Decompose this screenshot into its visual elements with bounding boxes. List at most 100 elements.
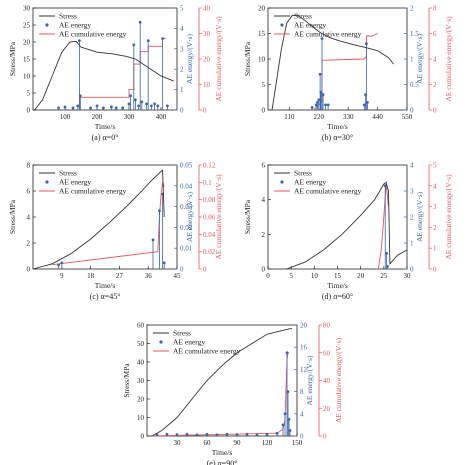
y3-tick-label: 0.02 bbox=[203, 248, 216, 256]
ae-energy-point bbox=[283, 412, 287, 416]
y3-tick-label: 0.1 bbox=[203, 179, 212, 187]
y3-tick-label: 0.06 bbox=[203, 214, 216, 222]
ae-energy-point bbox=[310, 106, 314, 109]
y2-tick-label: 0 bbox=[300, 433, 304, 441]
y-tick-label: 2 bbox=[262, 231, 266, 239]
y2-tick-label: 0.5 bbox=[410, 81, 419, 89]
y2-tick-label: 12 bbox=[300, 366, 308, 374]
ae-energy-point bbox=[158, 209, 161, 213]
y2-tick-label: 4 bbox=[180, 25, 184, 33]
y2-tick-label: 20 bbox=[300, 322, 308, 330]
ae-energy-point bbox=[78, 39, 81, 43]
ae-energy-point bbox=[134, 98, 137, 102]
ae-energy-point bbox=[76, 104, 80, 108]
y-axis-label: Stress/MPa bbox=[8, 199, 17, 234]
y3-tick-label: 0.04 bbox=[203, 231, 216, 239]
chart-panel-4: 30 60 90 120 1500102030405060048121620020406… bbox=[122, 322, 343, 465]
ae-energy-point bbox=[60, 261, 64, 265]
y2-tick-label: 0.03 bbox=[180, 203, 193, 211]
x-tick-label: 20 bbox=[357, 272, 365, 280]
y2-tick-label: 2 bbox=[410, 214, 414, 222]
y3-axis-label: AE cumulative energy/(V·s) bbox=[444, 16, 453, 102]
legend-swatch-ae bbox=[159, 340, 163, 344]
y-axis-label: Stress/MPa bbox=[8, 41, 17, 76]
x-tick-label: 18 bbox=[87, 272, 95, 280]
y2-tick-label: 8 bbox=[300, 388, 304, 396]
y3-tick-label: 40 bbox=[323, 377, 331, 385]
ae-energy-point bbox=[366, 100, 369, 104]
series-ae-cumulative bbox=[377, 183, 389, 270]
y-tick-label: 0 bbox=[262, 266, 266, 274]
legend-label-cumulative: AE cumulative energy bbox=[59, 187, 127, 196]
x-tick-label: 60 bbox=[204, 439, 212, 447]
x-tick-label: 9 bbox=[60, 272, 64, 280]
y3-tick-label: 5 bbox=[433, 162, 437, 170]
y3-tick-label: 0.12 bbox=[203, 162, 216, 170]
y-tick-label: 5 bbox=[27, 90, 31, 98]
y3-tick-label: 3 bbox=[433, 203, 437, 211]
ae-energy-point bbox=[166, 104, 169, 108]
ae-energy-point bbox=[63, 105, 67, 109]
x-tick-label: 300 bbox=[124, 113, 135, 121]
x-tick-label: 100 bbox=[60, 113, 71, 121]
ae-energy-point bbox=[275, 431, 279, 435]
ae-energy-point bbox=[155, 433, 159, 437]
y-tick-label: 8 bbox=[27, 162, 31, 170]
y2-tick-label: 0 bbox=[180, 266, 184, 274]
legend-label-stress: Stress bbox=[173, 329, 191, 338]
series-ae-cumulative bbox=[151, 352, 289, 437]
series-stress bbox=[286, 181, 408, 270]
y3-tick-label: 30 bbox=[203, 30, 211, 38]
y3-axis-label: AE cumulative energy/(V·s) bbox=[444, 174, 453, 260]
ae-energy-point bbox=[132, 43, 136, 47]
ae-energy-point bbox=[121, 106, 124, 110]
y2-tick-label: 0 bbox=[410, 107, 414, 115]
y2-tick-label: 2 bbox=[180, 66, 184, 74]
y-axis-label: Stress/MPa bbox=[243, 41, 252, 76]
y-tick-label: 30 bbox=[23, 5, 31, 13]
panel-caption: (b) α=30° bbox=[322, 133, 353, 142]
y3-tick-label: 0 bbox=[433, 266, 437, 274]
y-tick-label: 0 bbox=[27, 107, 31, 115]
chart-panel-3: 0 5 10 15 20 25 30024601234012345Time/sStress/… bbox=[243, 162, 453, 302]
legend-swatch-ae bbox=[280, 23, 284, 27]
ae-energy-point bbox=[265, 432, 269, 436]
y-tick-label: 2 bbox=[27, 240, 31, 248]
ae-energy-point bbox=[225, 432, 229, 436]
y2-tick-label: 0 bbox=[180, 107, 184, 115]
x-tick-label: 200 bbox=[92, 113, 103, 121]
chart-panel-0: 100 200 300 400051015202530012345010203040T… bbox=[8, 5, 223, 143]
y-tick-label: 50 bbox=[137, 340, 145, 348]
y-tick-label: 15 bbox=[23, 56, 31, 64]
y3-tick-label: 0 bbox=[433, 107, 437, 115]
y3-tick-label: 10 bbox=[203, 81, 211, 89]
x-tick-label: 550 bbox=[402, 113, 413, 121]
y-tick-label: 5 bbox=[262, 81, 266, 89]
y3-tick-label: 20 bbox=[323, 405, 331, 413]
ae-energy-point bbox=[285, 351, 289, 355]
y3-axis-label: AE cumulative energy/(V·s) bbox=[214, 16, 223, 102]
x-tick-label: 10 bbox=[311, 272, 319, 280]
x-tick-label: 110 bbox=[284, 113, 295, 121]
y2-tick-label: 0.02 bbox=[180, 224, 193, 232]
x-tick-label: 45 bbox=[174, 272, 182, 280]
x-axis-label: Time/s bbox=[95, 281, 116, 290]
x-tick-label: 90 bbox=[234, 439, 242, 447]
x-tick-label: 400 bbox=[156, 113, 167, 121]
chart-panel-2: 9 18 27 36 450246800.010.020.030.040.0500.02… bbox=[8, 162, 223, 302]
ae-energy-point bbox=[287, 417, 291, 421]
ae-energy-point bbox=[385, 252, 389, 255]
ae-energy-point bbox=[137, 104, 141, 108]
y2-axis-label: AE energy/(V·s) bbox=[415, 191, 424, 242]
y2-axis-label: AE energy/(V·s) bbox=[185, 33, 194, 84]
ae-energy-point bbox=[362, 103, 366, 107]
ae-energy-point bbox=[288, 429, 292, 432]
ae-energy-point bbox=[286, 390, 290, 393]
ae-energy-point bbox=[320, 37, 324, 40]
x-axis-label: Time/s bbox=[212, 448, 233, 457]
ae-energy-point bbox=[153, 102, 157, 106]
x-tick-label: 25 bbox=[380, 272, 388, 280]
ae-energy-point bbox=[161, 37, 165, 40]
legend-label-stress: Stress bbox=[59, 169, 77, 178]
series-stress bbox=[271, 14, 394, 111]
